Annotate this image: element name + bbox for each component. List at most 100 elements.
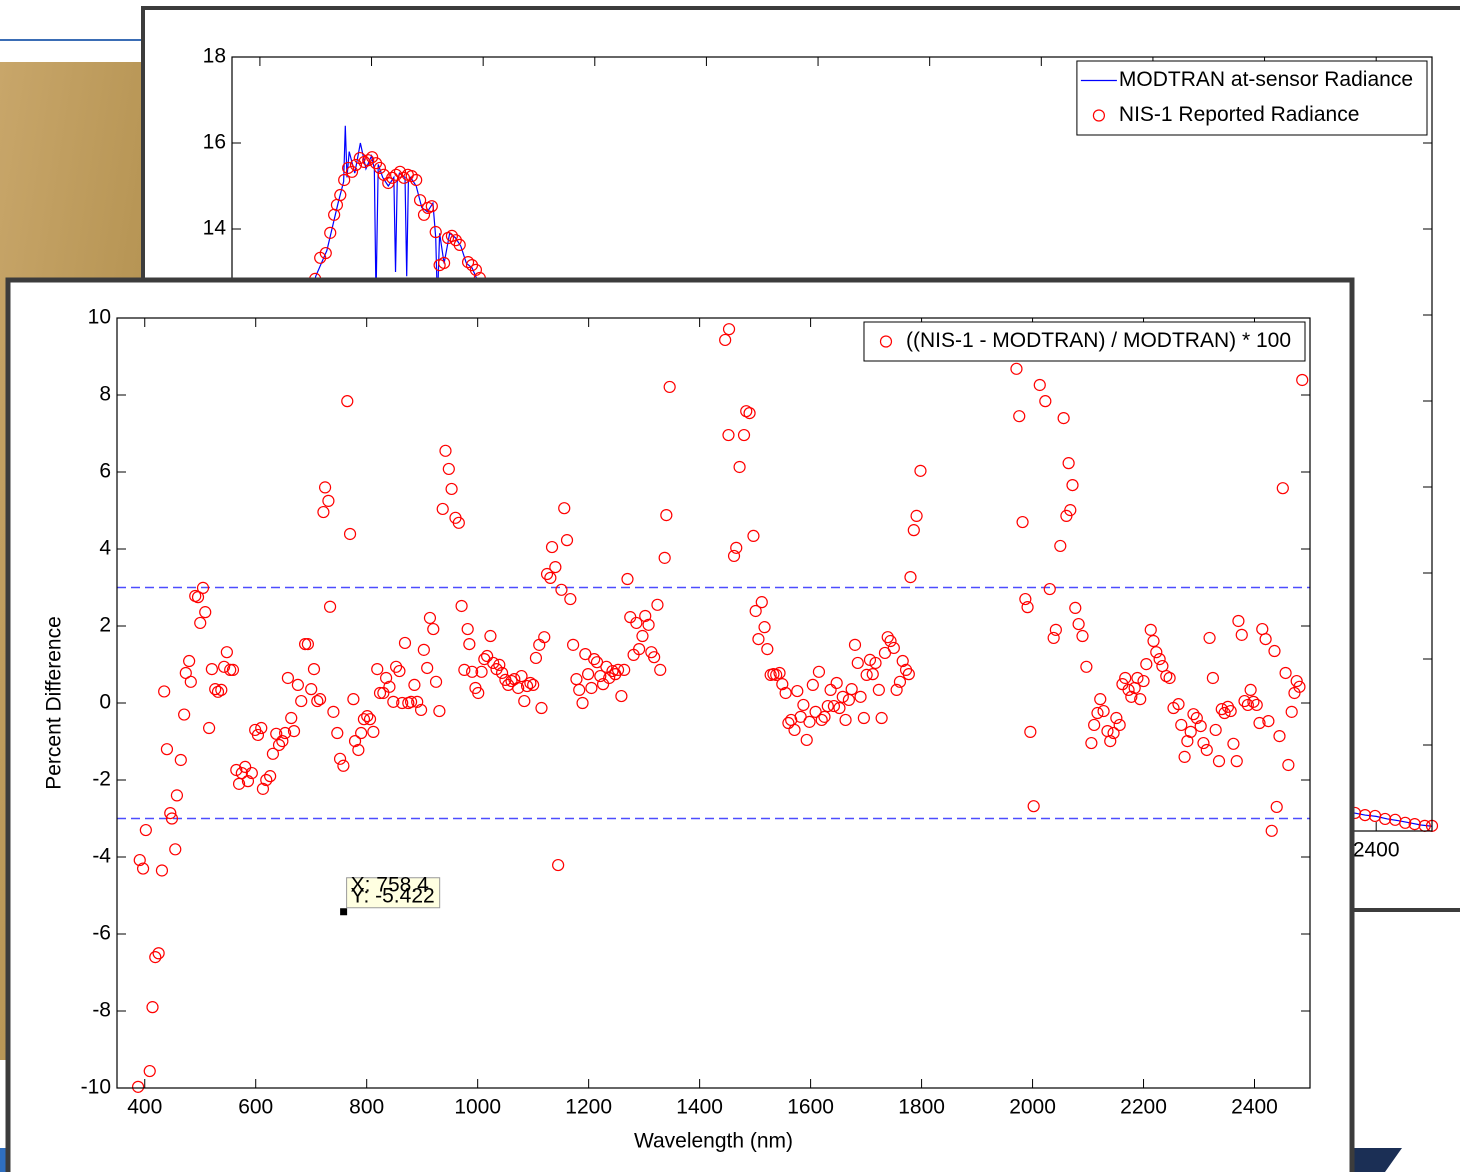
slide-band (1352, 1148, 1402, 1172)
data-point (611, 663, 625, 676)
data-point (345, 165, 359, 178)
data-point (472, 686, 485, 700)
data-point (1094, 693, 1107, 706)
data-point (1270, 800, 1283, 814)
data-point (1187, 708, 1200, 721)
data-point (347, 693, 360, 706)
data-point (1244, 683, 1257, 697)
data-point (291, 678, 304, 692)
data-point (815, 713, 828, 727)
data-point (255, 721, 268, 735)
data-point (1033, 378, 1046, 392)
data-point (387, 695, 400, 708)
y-tick-label: -8 (92, 999, 111, 1022)
data-point (245, 766, 258, 780)
data-point (352, 743, 365, 757)
data-point (818, 710, 831, 723)
data-point (164, 807, 177, 820)
data-point (663, 380, 676, 394)
data-point (812, 665, 826, 678)
data-point (165, 812, 179, 825)
x-tick-label: 2000 (1009, 1096, 1056, 1119)
data-point (256, 782, 270, 795)
data-point (149, 950, 162, 964)
data-point (266, 747, 280, 760)
data-point (538, 631, 551, 644)
x-tick-label: 800 (349, 1096, 384, 1119)
data-point (1175, 718, 1188, 732)
data-point (1232, 614, 1245, 628)
data-point (160, 743, 174, 756)
data-point (636, 629, 649, 643)
data-point (1016, 515, 1029, 529)
data-point (770, 668, 783, 681)
data-point (544, 571, 557, 584)
data-point (567, 638, 580, 651)
data-point (417, 208, 431, 221)
data-point (469, 263, 483, 276)
data-point (803, 715, 816, 728)
data-point (1282, 758, 1295, 772)
data-point (393, 165, 407, 178)
data-point (425, 200, 438, 213)
y-tick-label: 2 (99, 614, 111, 637)
data-point (442, 462, 455, 476)
data-point (881, 631, 894, 644)
data-point (910, 509, 923, 522)
data-point (445, 482, 458, 496)
legend-swatch (1092, 109, 1106, 122)
data-point (217, 660, 231, 673)
data-point (1134, 693, 1147, 706)
data-point (1408, 818, 1421, 831)
data-point (776, 678, 789, 691)
data-point (1273, 730, 1286, 743)
data-point (220, 646, 233, 659)
data-point (1209, 723, 1222, 737)
data-point (235, 766, 248, 780)
data-point (131, 1080, 145, 1093)
data-point (367, 725, 380, 738)
datatip-box (346, 877, 441, 909)
x-tick-label: 2400 (1231, 1096, 1278, 1119)
data-point (660, 509, 673, 522)
data-point (642, 618, 655, 631)
data-point (887, 641, 900, 655)
data-point (205, 663, 218, 676)
data-point (1027, 800, 1040, 813)
data-point (722, 428, 735, 442)
data-point (377, 686, 390, 700)
data-point (515, 669, 528, 683)
data-point (226, 663, 240, 676)
data-point (1043, 582, 1056, 596)
data-point (890, 683, 903, 697)
data-point (313, 693, 327, 706)
data-point (270, 727, 283, 740)
y-tick-label: -6 (92, 922, 111, 945)
data-point (573, 683, 586, 697)
data-point (324, 226, 337, 239)
data-point (281, 671, 295, 685)
data-point (343, 527, 357, 541)
data-point (872, 683, 885, 697)
x-tick-label: 1000 (454, 1096, 501, 1119)
data-point (1019, 592, 1032, 606)
data-point (178, 708, 191, 721)
data-point (437, 256, 451, 270)
data-point (323, 600, 337, 613)
data-point (1285, 705, 1298, 718)
data-point (264, 770, 277, 783)
data-point (869, 656, 882, 670)
data-point (239, 760, 252, 774)
data-point (893, 675, 907, 688)
x-tick-label: 400 (127, 1096, 162, 1119)
data-point (1085, 736, 1098, 750)
y-tick-label: 6 (99, 460, 111, 483)
data-point (1091, 706, 1104, 720)
data-point (1107, 726, 1120, 740)
data-point (1296, 373, 1309, 387)
data-point (317, 505, 330, 519)
x-tick-label: 2200 (1120, 1096, 1167, 1119)
data-point (276, 735, 289, 748)
y-tick-label: 0 (99, 691, 111, 714)
data-point (779, 686, 792, 700)
